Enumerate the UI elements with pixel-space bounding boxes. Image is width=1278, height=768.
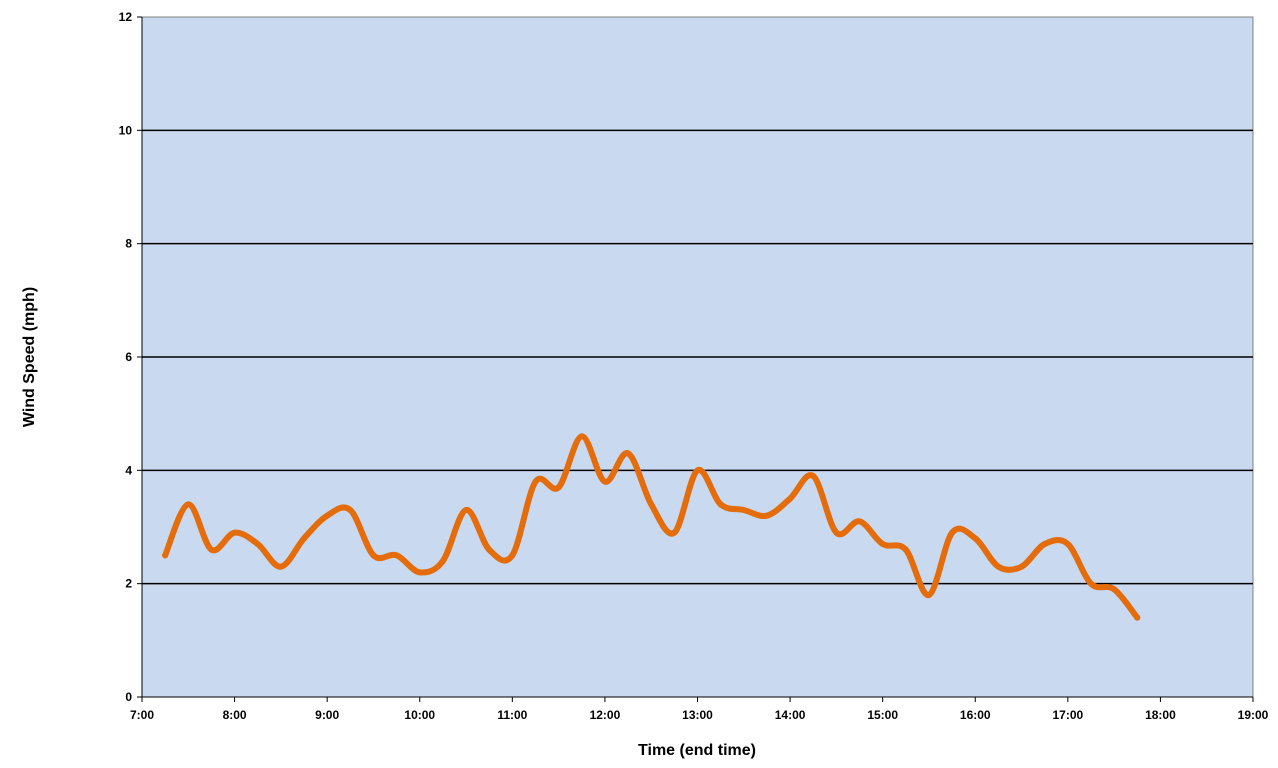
series-layer — [162, 433, 1141, 621]
data-point — [972, 535, 979, 542]
data-point — [717, 501, 724, 508]
y-tick-label: 6 — [125, 350, 132, 364]
data-point — [555, 484, 562, 491]
data-point — [810, 473, 817, 479]
x-tick-label: 19:00 — [1238, 708, 1269, 722]
data-point — [370, 552, 377, 559]
data-point — [694, 467, 701, 474]
data-point — [208, 546, 215, 553]
data-point — [416, 569, 423, 576]
data-point — [532, 478, 539, 485]
data-point — [1064, 541, 1071, 547]
x-axis-ticks: 7:00 8:00 9:00 10:00 11:00 12:00 13:00 14:00 15:… — [130, 696, 1269, 722]
data-point — [1018, 563, 1025, 570]
data-point — [486, 546, 493, 553]
data-point — [1087, 580, 1094, 587]
data-point — [879, 541, 886, 547]
data-point — [277, 563, 284, 570]
data-point — [1134, 614, 1141, 621]
data-point — [393, 552, 400, 559]
data-point — [578, 433, 585, 440]
data-point — [625, 450, 632, 457]
x-tick-label: 9:00 — [315, 708, 339, 722]
data-point — [463, 507, 470, 513]
data-point — [231, 529, 238, 536]
y-tick-label: 0 — [125, 690, 132, 704]
data-point — [833, 529, 840, 536]
x-tick-label: 16:00 — [960, 708, 991, 722]
y-tick-label: 2 — [125, 577, 132, 591]
x-tick-label: 7:00 — [130, 708, 154, 722]
data-point — [949, 529, 956, 536]
data-point — [648, 501, 655, 508]
data-point — [439, 558, 446, 564]
data-point — [162, 552, 169, 559]
data-point — [740, 507, 747, 513]
y-axis-title: Wind Speed (mph) — [21, 287, 38, 427]
data-point — [185, 501, 192, 508]
data-point — [902, 546, 909, 553]
x-tick-label: 11:00 — [497, 708, 527, 722]
data-point — [763, 512, 770, 519]
y-tick-label: 4 — [125, 463, 132, 477]
x-tick-label: 17:00 — [1052, 708, 1083, 722]
x-tick-label: 18:00 — [1145, 708, 1176, 722]
data-point — [601, 478, 608, 485]
data-point — [301, 535, 308, 542]
data-point — [324, 512, 331, 519]
x-tick-label: 14:00 — [775, 708, 806, 722]
data-point — [1111, 586, 1118, 593]
y-tick-label: 10 — [119, 123, 133, 137]
x-tick-label: 8:00 — [223, 708, 247, 722]
y-axis-ticks: 0 2 4 6 8 10 12 — [119, 10, 143, 704]
data-point — [254, 541, 261, 547]
x-axis-title: Time (end time) — [638, 742, 756, 759]
y-tick-label: 8 — [125, 237, 132, 251]
data-point — [347, 507, 354, 513]
x-tick-label: 15:00 — [867, 708, 898, 722]
data-point — [1041, 541, 1048, 547]
data-point — [925, 592, 932, 598]
data-point — [671, 529, 678, 536]
data-point — [856, 518, 863, 525]
data-point — [509, 552, 516, 559]
data-point — [995, 563, 1002, 570]
data-point — [787, 495, 794, 502]
x-tick-label: 10:00 — [404, 708, 435, 722]
x-tick-label: 12:00 — [590, 708, 621, 722]
x-tick-label: 13:00 — [682, 708, 713, 722]
y-tick-label: 12 — [119, 10, 133, 24]
